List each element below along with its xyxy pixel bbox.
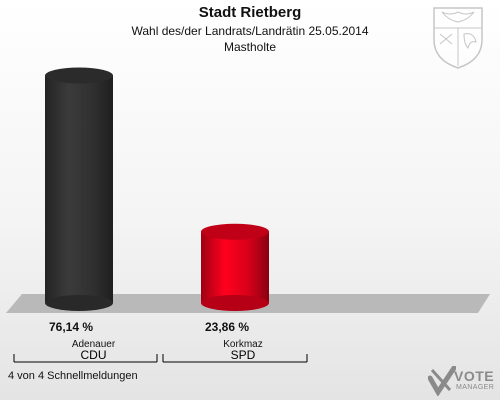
candidate-name-cdu: Adenauer <box>72 339 116 350</box>
value-label-cdu: 76,14 % <box>49 320 93 334</box>
logo-brand: VOTE <box>454 368 495 384</box>
candidate-name-spd: Korkmaz <box>223 339 262 350</box>
logo-tagline: MANAGER <box>456 384 495 391</box>
votemanager-logo: VOTE MANAGER <box>427 365 500 400</box>
party-name-cdu: CDU <box>81 348 107 362</box>
chart-title: Stadt Rietberg <box>198 4 302 21</box>
bar-base-spd <box>201 295 269 311</box>
value-label-spd: 23,86 % <box>205 320 249 334</box>
report-status: 4 von 4 Schnellmeldungen <box>8 370 138 382</box>
bar-body-spd <box>201 231 269 303</box>
bar-base-cdu <box>45 295 113 311</box>
bar-body-cdu <box>45 75 113 303</box>
bar-top-cdu <box>45 67 113 84</box>
vote-check-icon <box>427 365 457 397</box>
district-name: Mastholte <box>223 40 277 54</box>
election-subtitle: Wahl des/der Landrats/Landrätin 25.05.20… <box>131 24 369 38</box>
party-name-spd: SPD <box>231 348 256 362</box>
coat-of-arms-icon <box>433 7 483 69</box>
bar-top-spd <box>201 223 269 240</box>
